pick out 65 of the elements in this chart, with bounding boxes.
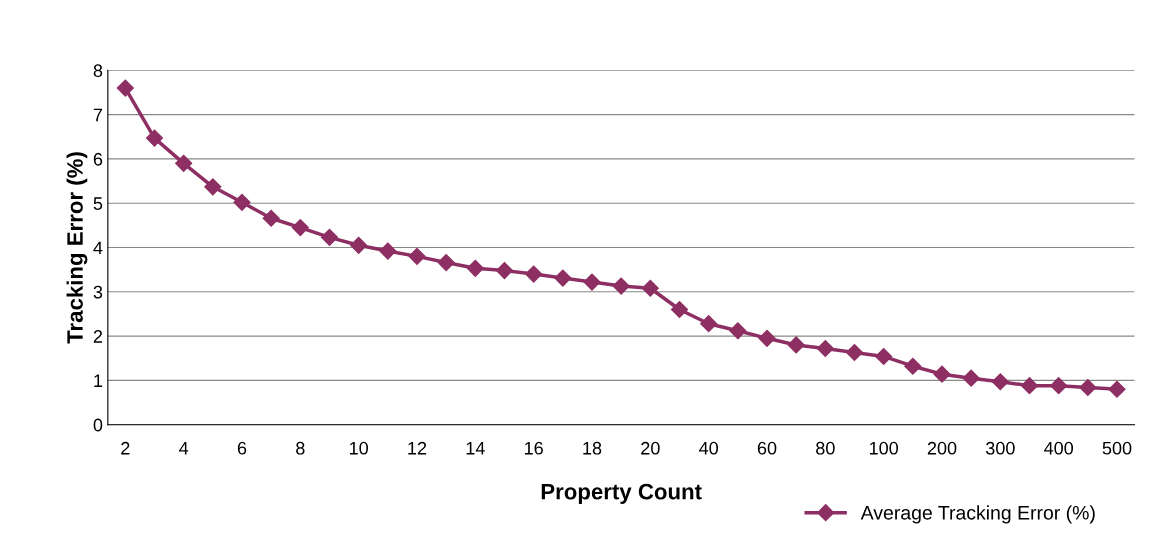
point bbox=[729, 322, 747, 340]
point bbox=[670, 300, 689, 319]
point bbox=[904, 357, 922, 375]
point bbox=[554, 269, 572, 287]
point bbox=[408, 247, 426, 265]
y-tick-label: 8 bbox=[93, 64, 103, 78]
point bbox=[641, 279, 659, 297]
x-tick-label: 80 bbox=[816, 441, 835, 455]
y-tick-label: 6 bbox=[93, 152, 103, 166]
x-tick-label: 60 bbox=[757, 441, 777, 455]
point bbox=[612, 277, 630, 295]
x-tick-label: 8 bbox=[296, 441, 305, 455]
point bbox=[466, 259, 484, 277]
x-tick-label: 4 bbox=[179, 442, 189, 455]
point bbox=[1108, 380, 1126, 398]
y-tick-label: 3 bbox=[93, 285, 103, 299]
x-axis-title: Property Count bbox=[541, 483, 702, 504]
x-tick-label: 400 bbox=[1044, 441, 1074, 455]
point bbox=[583, 273, 601, 291]
point bbox=[233, 193, 251, 211]
x-tick-label: 100 bbox=[869, 441, 899, 455]
point bbox=[700, 315, 718, 333]
point bbox=[291, 219, 309, 237]
point bbox=[875, 347, 893, 366]
x-tick-label: 12 bbox=[408, 441, 427, 455]
point bbox=[962, 369, 980, 387]
point bbox=[845, 343, 864, 362]
x-tick-label: 18 bbox=[583, 441, 602, 455]
x-tick-label: 20 bbox=[641, 441, 660, 455]
point bbox=[1050, 377, 1068, 395]
point bbox=[175, 154, 193, 172]
x-tick-label: 14 bbox=[466, 442, 485, 455]
point bbox=[437, 254, 455, 272]
x-tick-label: 500 bbox=[1102, 441, 1132, 455]
y-tick-label: 2 bbox=[93, 330, 103, 343]
point bbox=[379, 242, 397, 260]
x-tick-label: 300 bbox=[985, 441, 1015, 455]
point bbox=[991, 373, 1009, 391]
y-tick-label: 4 bbox=[93, 241, 103, 255]
y-axis-title: Tracking Error (%) bbox=[66, 152, 88, 344]
x-tick-label: 200 bbox=[927, 441, 957, 455]
point bbox=[204, 178, 222, 196]
x-tick-label: 16 bbox=[525, 441, 543, 455]
point bbox=[1079, 378, 1097, 397]
point bbox=[350, 236, 368, 254]
y-tick-label: 1 bbox=[94, 374, 103, 387]
point bbox=[758, 329, 776, 347]
y-tick-label: 5 bbox=[93, 197, 103, 210]
point bbox=[145, 129, 164, 147]
y-tick-label: 0 bbox=[93, 418, 103, 432]
x-tick-label: 40 bbox=[699, 441, 718, 455]
point bbox=[495, 261, 514, 280]
point bbox=[816, 339, 834, 358]
point bbox=[116, 79, 134, 97]
point bbox=[320, 228, 339, 246]
point bbox=[525, 265, 543, 283]
y-tick-label: 7 bbox=[93, 108, 103, 122]
point bbox=[262, 209, 280, 227]
point bbox=[933, 365, 951, 383]
legend-label: Average Tracking Error (%) bbox=[860, 505, 1095, 524]
point bbox=[787, 336, 805, 354]
x-tick-label: 10 bbox=[349, 441, 368, 455]
x-tick-label: 6 bbox=[237, 441, 247, 455]
point bbox=[1020, 377, 1039, 395]
x-tick-label: 2 bbox=[121, 441, 130, 455]
